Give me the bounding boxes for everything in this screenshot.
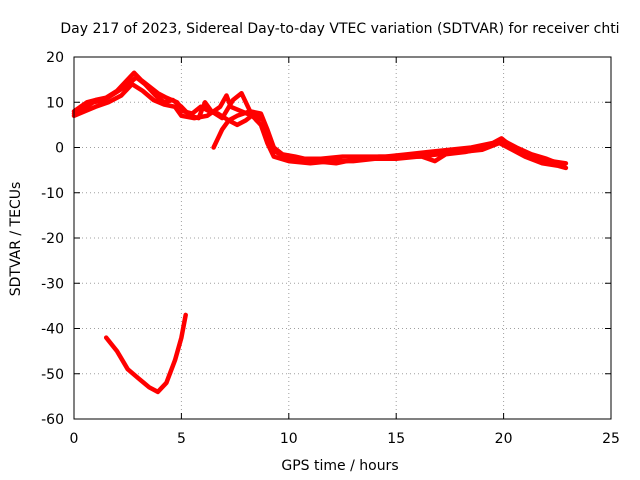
x-tick-label: 25 (602, 431, 620, 447)
chart-title: Day 217 of 2023, Sidereal Day-to-day VTE… (60, 21, 619, 37)
y-tick-label: -20 (41, 231, 64, 247)
y-tick-label: 10 (46, 95, 64, 111)
series-layer (71, 70, 569, 395)
y-tick-label: -30 (41, 276, 64, 292)
y-tick-label: 20 (46, 50, 64, 66)
y-axis-label: SDTVAR / TECUs (8, 182, 24, 297)
x-tick-label: 20 (495, 431, 513, 447)
y-tick-label: -60 (41, 412, 64, 428)
series-line-main-band-b (71, 81, 569, 171)
x-tick-label: 5 (177, 431, 186, 447)
series-line-main-band-c (71, 75, 566, 168)
axis-ticks: 0 5 10 15 20 25 20 10 0 -10 -20 -30 -40 -50 -60 (41, 50, 620, 447)
y-tick-label: -10 (41, 186, 64, 202)
x-tick-label: 0 (70, 431, 79, 447)
y-tick-label: -50 (41, 367, 64, 383)
y-tick-label: 0 (55, 141, 64, 157)
grid-lines (74, 57, 611, 419)
series-line-negative-dip-segment (103, 312, 188, 395)
x-axis-label: GPS time / hours (281, 458, 398, 474)
x-tick-label: 10 (280, 431, 298, 447)
series-line-steep-drop-segment (211, 109, 259, 150)
x-tick-label: 15 (387, 431, 405, 447)
y-tick-label: -40 (41, 322, 64, 338)
